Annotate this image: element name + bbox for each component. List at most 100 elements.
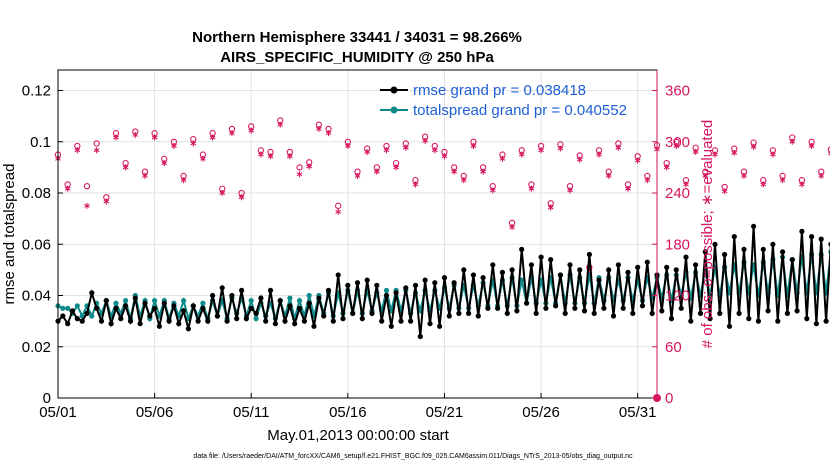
obs-evaluated-point <box>644 177 651 184</box>
rmse-point <box>688 318 694 324</box>
spread-point <box>60 305 66 311</box>
rmse-point <box>601 305 607 311</box>
obs-possible-point <box>83 183 91 190</box>
rmse-point <box>113 305 119 311</box>
rmse-point <box>606 267 612 273</box>
rmse-point <box>301 318 307 324</box>
rmse-point <box>316 295 322 301</box>
rmse-point <box>65 321 71 327</box>
rmse-point <box>123 303 129 309</box>
obs-evaluated-point <box>712 151 718 158</box>
obs-evaluated-point <box>480 168 486 175</box>
obs-evaluated-point <box>64 185 71 192</box>
rmse-point <box>823 318 829 324</box>
obs-evaluated-point <box>509 224 515 231</box>
rmse-point <box>591 310 597 316</box>
rmse-point <box>697 310 704 316</box>
legend-spread-label: totalspread grand pr = 0.040552 <box>413 102 627 119</box>
obs-evaluated-point <box>605 172 612 179</box>
rmse-point <box>224 318 230 324</box>
obs-evaluated-point <box>200 155 206 162</box>
rmse-point <box>567 262 573 268</box>
rmse-point <box>84 310 90 316</box>
obs-evaluated-point <box>799 181 805 188</box>
obs-evaluated-point <box>615 144 622 151</box>
rmse-point <box>480 275 486 281</box>
rmse-point <box>659 308 665 314</box>
obs-evaluated-point <box>731 149 738 156</box>
obs-evaluated-point <box>402 144 409 151</box>
obs-evaluated-point <box>354 172 361 179</box>
rmse-point <box>770 241 776 247</box>
obs-evaluated-point <box>113 134 119 141</box>
obs-evaluated-point <box>74 147 81 154</box>
rmse-point <box>427 321 433 327</box>
rmse-point <box>340 316 346 322</box>
rmse-point <box>784 310 791 316</box>
rmse-point <box>94 305 100 311</box>
rmse-point <box>417 333 423 340</box>
rmse-point <box>137 321 143 327</box>
right-y-tick-label: 300 <box>665 134 690 151</box>
rmse-point <box>649 310 655 316</box>
rmse-point <box>176 321 182 327</box>
obs-evaluated-point <box>190 140 197 147</box>
obs-evaluated-point <box>209 134 216 141</box>
rmse-point <box>562 310 568 316</box>
footnote-data-file: data file: /Users/raeder/DAI/ATM_forcXX/… <box>193 453 633 460</box>
rmse-point <box>195 318 201 324</box>
rmse-point <box>673 267 679 273</box>
obs-evaluated-point <box>770 151 776 158</box>
rmse-point <box>577 267 583 273</box>
right-y-tick-label: 60 <box>665 339 682 356</box>
spread-point <box>74 303 80 309</box>
rmse-point <box>635 264 641 270</box>
rmse-point <box>359 316 365 322</box>
rmse-point <box>383 292 390 299</box>
obs-evaluated-point <box>219 190 226 196</box>
rmse-point <box>543 305 549 311</box>
rmse-point <box>263 318 269 324</box>
x-tick-label: 05/21 <box>426 404 464 421</box>
rmse-point <box>142 300 148 306</box>
obs-evaluated-point <box>760 181 767 188</box>
obs-evaluated-point <box>248 127 255 134</box>
rmse-series <box>55 223 830 340</box>
left-y-tick-label: 0.08 <box>22 185 51 202</box>
rmse-point <box>103 298 109 304</box>
obs-evaluated-point <box>489 187 496 194</box>
rmse-point <box>398 318 404 324</box>
rmse-point <box>98 318 105 324</box>
right-y-tick-label: 240 <box>665 185 690 202</box>
rmse-point <box>437 323 443 329</box>
obs-evaluated-point <box>431 147 438 154</box>
rmse-point <box>780 249 786 255</box>
right-y-axis: 0 60 120 180 240 300 360 <box>652 70 690 407</box>
rmse-point <box>229 292 235 299</box>
rmse-point <box>118 316 124 322</box>
obs-evaluated-point <box>663 164 670 171</box>
rmse-point <box>190 303 196 309</box>
rmse-point <box>461 267 467 273</box>
rmse-point <box>514 308 520 314</box>
obs-evaluated-point <box>750 143 757 150</box>
rmse-point <box>282 318 288 324</box>
rmse-point <box>533 310 539 316</box>
obs-evaluated-point <box>306 163 313 170</box>
right-y-tick-label: 360 <box>665 83 690 100</box>
obs-evaluated-point <box>441 153 448 160</box>
rmse-point <box>495 305 501 311</box>
rmse-point <box>538 254 544 260</box>
grid <box>57 70 657 398</box>
obs-evaluated-point <box>634 157 641 164</box>
rmse-point <box>504 310 510 316</box>
obs-possible-point <box>296 164 303 171</box>
spread-point <box>248 298 254 304</box>
rmse-point <box>717 310 723 316</box>
x-tick-label: 05/01 <box>39 404 77 421</box>
rmse-point <box>639 303 646 309</box>
rmse-line <box>57 226 830 337</box>
spread-point <box>383 287 390 293</box>
rmse-point <box>393 290 399 296</box>
spread-point <box>65 305 71 311</box>
